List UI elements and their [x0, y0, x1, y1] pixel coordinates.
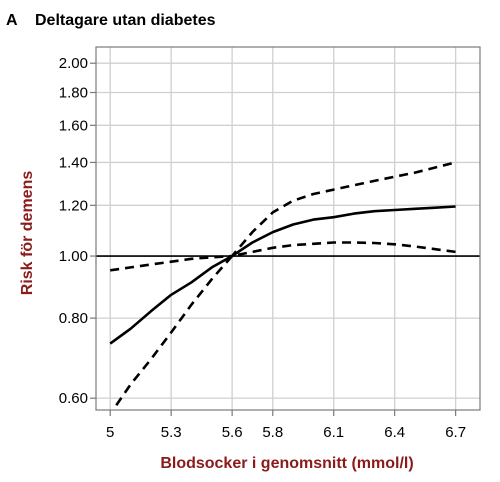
plot-frame	[95, 46, 481, 411]
series-ci-upper-line	[110, 161, 456, 272]
x-tick-label: 5.6	[222, 424, 243, 441]
panel-letter: A	[6, 12, 18, 29]
y-tick-label: 1.20	[59, 197, 88, 214]
series-lines	[109, 161, 456, 406]
y-tick-label: 2.00	[59, 55, 88, 72]
y-tick-label: 1.00	[59, 248, 88, 265]
x-tick-labels: 5 5.3 5.6 5.8 6.1 6.4 6.7	[106, 410, 466, 441]
y-tick-label: 0.80	[59, 310, 88, 327]
series-ci-lower-line	[115, 241, 456, 406]
y-axis-label: Risk för demens	[19, 171, 36, 296]
x-tick-label: 5	[106, 424, 114, 441]
x-tick-label: 5.3	[161, 424, 182, 441]
x-tick-label: 6.7	[445, 424, 466, 441]
x-tick-label: 6.4	[384, 424, 405, 441]
x-axis-label: Blodsocker i genomsnitt (mmol/l)	[160, 455, 413, 472]
panel-title: Deltagare utan diabetes	[35, 12, 216, 29]
y-tick-label: 1.80	[59, 85, 88, 102]
y-tick-label: 1.40	[59, 154, 88, 171]
series-estimate-line	[109, 205, 456, 345]
y-tick-label: 0.60	[59, 390, 88, 407]
x-tick-label: 5.8	[262, 424, 283, 441]
y-tick-labels: 0.60 0.80 1.00 1.20 1.40 1.60 1.80 2.00	[59, 55, 96, 407]
y-tick-label: 1.60	[59, 117, 88, 134]
grid-lines	[96, 47, 480, 410]
x-tick-label: 6.1	[323, 424, 344, 441]
